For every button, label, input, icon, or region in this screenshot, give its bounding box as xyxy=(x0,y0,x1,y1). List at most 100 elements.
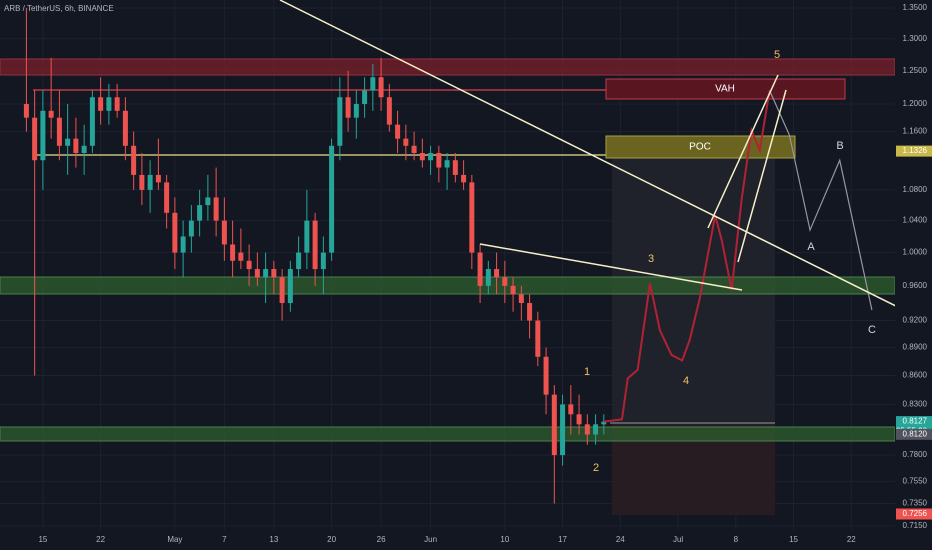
x-tick-label: May xyxy=(167,535,182,544)
candle-body xyxy=(114,97,120,111)
x-tick-label: 24 xyxy=(616,535,625,544)
candle-body xyxy=(337,97,343,146)
y-tick-label: 1.2500 xyxy=(903,66,928,75)
candle-body xyxy=(122,110,128,146)
candle-body xyxy=(527,303,533,321)
candle-body xyxy=(543,356,549,395)
y-tick-label: 1.2000 xyxy=(903,99,928,108)
candle-body xyxy=(172,212,178,253)
candle-body xyxy=(593,424,599,435)
wave-label: C xyxy=(868,324,876,336)
time-axis xyxy=(0,530,895,550)
wave-label: 4 xyxy=(683,375,689,387)
candle-body xyxy=(568,404,574,415)
candle-body xyxy=(403,138,409,146)
wedge-line xyxy=(737,89,787,263)
x-tick-label: 15 xyxy=(38,535,47,544)
candle-body xyxy=(197,205,203,221)
candle-body xyxy=(230,244,236,261)
candle-body xyxy=(180,236,186,253)
price-axis xyxy=(895,0,932,550)
projection-path xyxy=(603,90,771,423)
candle-body xyxy=(164,182,170,213)
candle-body xyxy=(65,138,71,146)
candle-body xyxy=(502,277,508,286)
candles xyxy=(23,8,873,504)
y-tick-label: 1.1600 xyxy=(903,127,928,136)
candle-body xyxy=(370,77,376,91)
poc-label: POC xyxy=(689,142,711,153)
candle-body xyxy=(238,252,244,261)
candle-body xyxy=(362,90,368,104)
x-tick-label: 26 xyxy=(377,535,386,544)
candle-body xyxy=(535,320,541,357)
candle-body xyxy=(73,138,79,153)
trendline xyxy=(479,243,743,291)
candle-body xyxy=(254,269,260,278)
projection-path xyxy=(769,90,873,311)
price-label: 0.8127 xyxy=(903,417,928,426)
wave-label: 1 xyxy=(584,366,590,378)
y-tick-label: 1.0800 xyxy=(903,185,928,194)
candle-body xyxy=(601,421,607,425)
wave-label: B xyxy=(836,140,843,152)
candle-body xyxy=(485,269,491,286)
candle-body xyxy=(329,145,335,253)
wave-label: 2 xyxy=(593,462,599,474)
y-tick-label: 0.7800 xyxy=(903,450,928,459)
candle-body xyxy=(287,269,293,304)
candle-body xyxy=(436,152,442,168)
candle-body xyxy=(395,124,401,139)
x-tick-label: 13 xyxy=(269,535,278,544)
candle-body xyxy=(155,174,161,183)
candle-body xyxy=(386,97,392,125)
candle-body xyxy=(48,110,54,118)
chart-title: ARB / TetherUS, 6h, BINANCE xyxy=(4,4,114,13)
vah-label: VAH xyxy=(715,84,735,95)
candle-body xyxy=(576,414,582,425)
wave-label: A xyxy=(807,241,815,253)
y-tick-label: 0.8900 xyxy=(903,343,928,352)
candle-body xyxy=(147,174,153,190)
x-tick-label: Jun xyxy=(424,535,437,544)
wave-label: 3 xyxy=(648,253,654,265)
y-tick-label: 0.7150 xyxy=(903,521,928,530)
x-tick-label: 7 xyxy=(222,535,227,544)
candle-body xyxy=(56,117,62,146)
resistance-zone xyxy=(0,58,896,76)
candle-body xyxy=(428,152,434,161)
candle-body xyxy=(469,182,475,253)
x-tick-label: 10 xyxy=(500,535,509,544)
candle-body xyxy=(246,260,252,270)
x-tick-label: Jul xyxy=(673,535,683,544)
candle-body xyxy=(271,269,277,278)
y-tick-label: 0.8600 xyxy=(903,371,928,380)
y-tick-label: 0.9200 xyxy=(903,316,928,325)
candle-body xyxy=(312,220,318,270)
candle-body xyxy=(221,220,227,245)
y-tick-label: 0.9600 xyxy=(903,281,928,290)
candle-body xyxy=(131,145,137,175)
candle-body xyxy=(353,103,359,118)
y-tick-label: 0.7550 xyxy=(903,477,928,486)
candle-body xyxy=(560,404,566,456)
price-label: 0.7256 xyxy=(903,509,928,518)
candle-body xyxy=(551,394,557,456)
support-zone xyxy=(0,276,896,295)
x-tick-label: 20 xyxy=(327,535,336,544)
y-tick-label: 0.8300 xyxy=(903,400,928,409)
candle-body xyxy=(494,269,500,278)
price-label-box xyxy=(896,145,932,157)
price-label: 0.8120 xyxy=(903,429,928,438)
candle-body xyxy=(106,97,112,111)
candle-body xyxy=(296,252,302,270)
candle-body xyxy=(89,97,95,146)
candle-body xyxy=(98,97,104,111)
x-tick-label: 8 xyxy=(734,535,739,544)
y-tick-label: 1.3500 xyxy=(903,3,928,12)
price-label: 1.1326 xyxy=(903,146,928,155)
axes: 1.3500 1.3000 1.2500 1.2000 1.1600 1.0800 1.04… xyxy=(38,3,932,544)
candle-body xyxy=(452,160,458,175)
y-tick-label: 1.0400 xyxy=(903,216,928,225)
